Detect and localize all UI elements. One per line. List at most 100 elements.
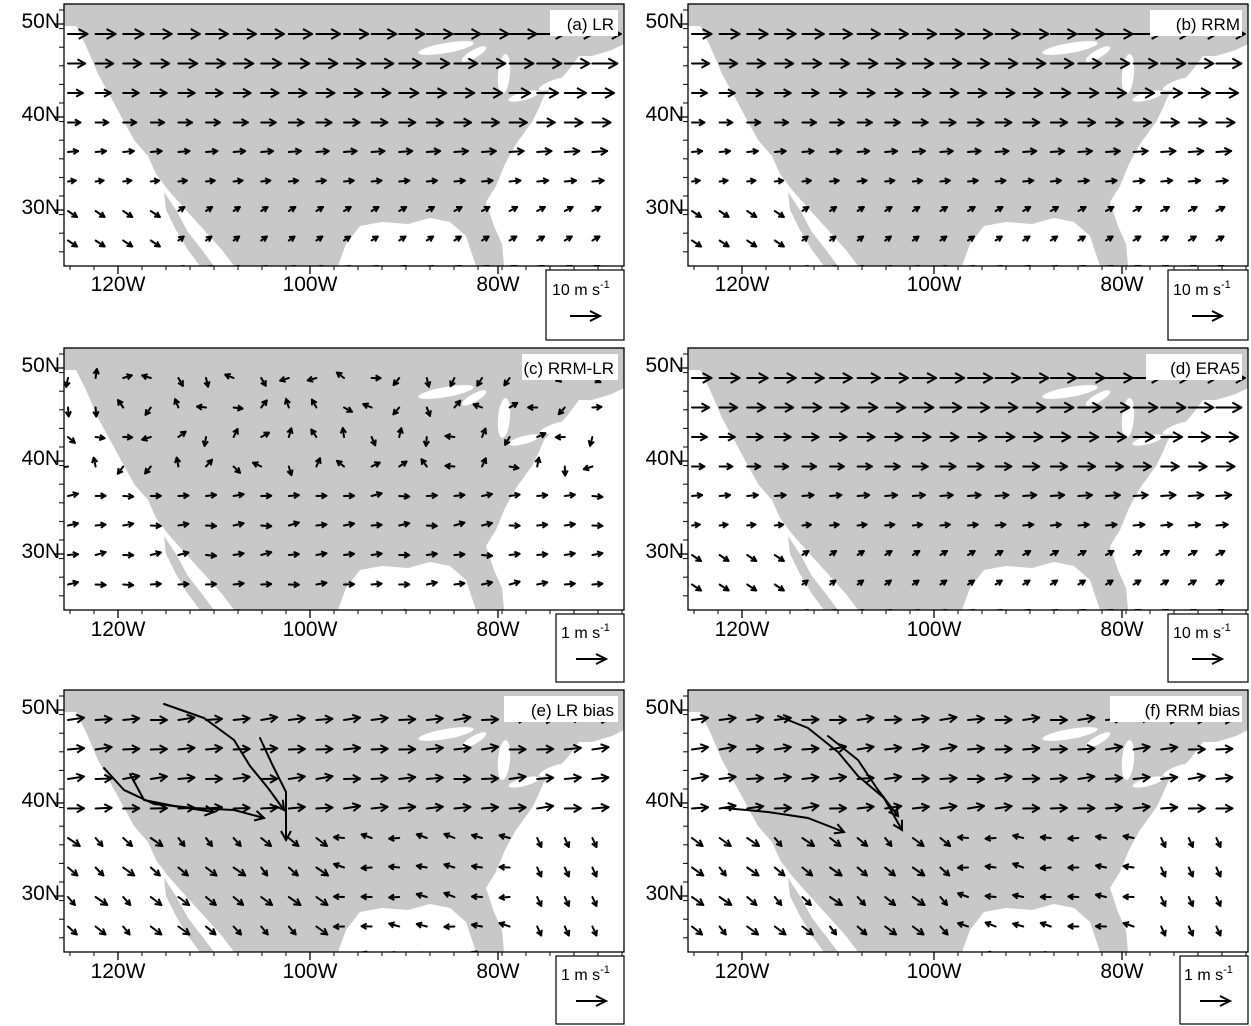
wind-vector (1105, 491, 1121, 500)
wind-vector (232, 580, 245, 588)
wind-vector (746, 88, 764, 98)
wind-vector (481, 714, 499, 725)
wind-vector (415, 921, 428, 929)
wind-vector (482, 265, 490, 266)
wind-vector (829, 57, 851, 70)
wind-vector (1077, 147, 1093, 156)
wind-vector (1077, 87, 1100, 99)
wind-vector (939, 491, 954, 500)
wind-vector (1022, 87, 1044, 99)
wind-vector (260, 431, 271, 439)
wind-vector (1215, 579, 1225, 586)
wind-vector (508, 463, 520, 471)
wind-vector (773, 491, 787, 500)
wind-vector (801, 521, 812, 529)
wind-vector (67, 491, 79, 499)
wind-vector (205, 714, 223, 725)
wind-vector (994, 550, 1004, 557)
wind-vector (554, 433, 566, 441)
wind-vector (939, 896, 948, 906)
wind-vector (967, 177, 979, 185)
wind-vector (1105, 235, 1114, 242)
lake-shape (1042, 385, 1098, 399)
wind-vector (691, 837, 704, 847)
wind-vector (398, 206, 408, 213)
wind-vector (94, 147, 107, 156)
reference-vector-exponent: -1 (1221, 622, 1231, 634)
lat-label-30n: 30N (645, 540, 684, 563)
wind-vector (177, 580, 190, 588)
wind-vector (718, 521, 729, 529)
wind-vector (425, 177, 439, 185)
reference-vector-exponent: -1 (600, 279, 610, 291)
wind-vectors (691, 713, 1234, 964)
wind-vector (315, 803, 334, 813)
wind-vector (94, 88, 112, 98)
wind-vector (1160, 896, 1167, 907)
wind-vector (315, 235, 324, 243)
lon-label-120w: 120W (91, 618, 146, 641)
wind-vector (1105, 549, 1115, 557)
wind-vector (773, 803, 792, 814)
panel-frame (63, 3, 625, 267)
panel-title-box (1150, 10, 1242, 36)
wind-vector (967, 401, 991, 414)
wind-vector (283, 397, 291, 409)
wind-vector (1187, 521, 1201, 529)
wind-vector (343, 117, 361, 128)
wind-vector (746, 58, 767, 69)
reference-arrow (1192, 310, 1225, 322)
wind-vector (1012, 892, 1025, 900)
wind-vector (232, 714, 251, 724)
wind-vector (122, 520, 135, 529)
wind-vector (994, 715, 1013, 725)
wind-vector (453, 205, 463, 213)
wind-vector (94, 896, 109, 906)
wind-vector (422, 436, 430, 447)
lat-label-30n: 30N (21, 540, 60, 563)
wind-vector (149, 772, 168, 783)
wind-vector (149, 147, 163, 156)
wind-vector (443, 891, 456, 899)
wind-vector (773, 372, 797, 384)
wind-vector (802, 956, 811, 964)
wind-vector (858, 956, 869, 964)
wind-vector (122, 28, 145, 40)
wind-vector (453, 28, 482, 40)
reference-arrow (1200, 995, 1233, 1007)
wind-vector (1022, 491, 1038, 500)
wind-vector (232, 837, 242, 847)
wind-vector (718, 88, 736, 98)
lon-label-80w: 80W (476, 618, 519, 641)
wind-vector (1049, 57, 1075, 70)
wind-vector (232, 118, 249, 127)
wind-vector (177, 896, 191, 906)
wind-vector (425, 579, 438, 587)
panel-title: (c) RRM-LR (523, 359, 614, 378)
wind-vector (527, 403, 539, 412)
wind-vector (939, 579, 948, 587)
wind-vector (205, 925, 217, 936)
wind-vector (994, 147, 1010, 156)
wind-vector (205, 118, 221, 127)
reference-vector-label: 1 m s (561, 967, 600, 984)
wind-vector (691, 147, 704, 156)
wind-vector (232, 520, 245, 528)
wind-vector (370, 87, 392, 99)
wind-vector (360, 893, 373, 901)
wind-vector (561, 465, 569, 477)
wind-vector (1105, 147, 1121, 156)
wind-vector (508, 235, 518, 242)
reference-vector-label: 10 m s (1173, 282, 1221, 299)
wind-vector (746, 802, 765, 813)
wind-vector (1049, 521, 1063, 529)
streamline-vector (259, 737, 292, 843)
wind-vector (1077, 57, 1103, 70)
wind-vector (287, 866, 299, 877)
wind-vector (370, 28, 398, 40)
wind-vector (177, 377, 184, 387)
wind-vector (1160, 87, 1184, 99)
wind-vector (773, 837, 783, 847)
wind-vector (334, 954, 344, 959)
wind-vector (856, 431, 876, 443)
